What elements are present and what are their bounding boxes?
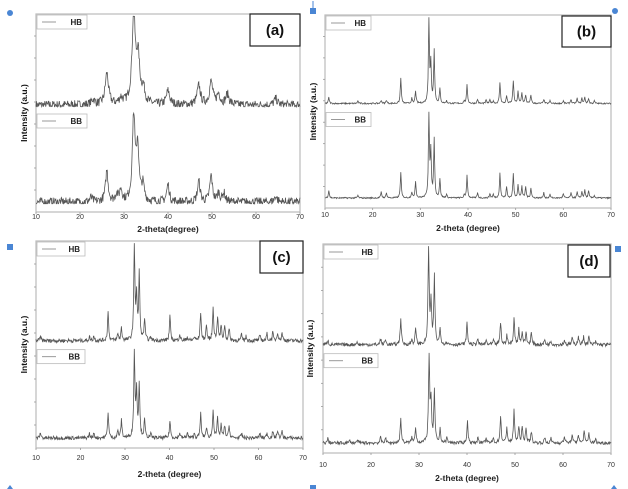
x-tick-label: 30 xyxy=(415,462,423,469)
panel-tag: (c) xyxy=(272,249,290,266)
x-tick-label: 30 xyxy=(416,212,424,219)
x-tick-label: 60 xyxy=(559,462,567,469)
panel-tag-box xyxy=(561,15,612,48)
legend-box xyxy=(325,15,372,31)
x-tick-label: 20 xyxy=(77,455,85,462)
legend-label: BB xyxy=(70,117,82,126)
y-axis-label: Intensity (a.u.) xyxy=(305,320,315,378)
x-tick-label: 40 xyxy=(166,455,174,462)
x-tick-label: 40 xyxy=(463,462,471,469)
selection-handle-icon[interactable] xyxy=(310,485,316,489)
x-tick-label: 50 xyxy=(511,462,519,469)
series-line-hb xyxy=(35,15,301,109)
x-tick-label: 60 xyxy=(559,212,567,219)
x-tick-label: 10 xyxy=(321,212,329,219)
selection-handle-icon[interactable] xyxy=(7,485,13,489)
x-tick-label: 60 xyxy=(255,455,263,462)
legend-label: HB xyxy=(68,245,80,254)
x-tick-label: 40 xyxy=(464,212,472,219)
x-tick-label: 70 xyxy=(607,462,615,469)
panel-tag: (a) xyxy=(266,22,284,39)
panel-tag: (b) xyxy=(577,24,596,41)
x-tick-label: 10 xyxy=(32,455,40,462)
x-tick-label: 70 xyxy=(607,212,615,219)
x-tick-label: 10 xyxy=(319,462,327,469)
series-line-bb xyxy=(35,348,304,441)
selection-handle-icon[interactable] xyxy=(7,244,13,250)
series-line-hb xyxy=(322,246,612,348)
x-tick-label: 20 xyxy=(369,212,377,219)
y-axis-label: Intensity (a.u.) xyxy=(19,316,29,374)
legend-box xyxy=(36,14,88,30)
x-axis-label: 2-theta (degree) xyxy=(436,223,500,233)
x-tick-label: 20 xyxy=(76,214,84,221)
legend-label: BB xyxy=(68,353,80,362)
x-tick-label: 40 xyxy=(164,214,172,221)
legend-box xyxy=(325,112,372,127)
x-tick-label: 30 xyxy=(121,455,129,462)
x-tick-label: 70 xyxy=(296,214,304,221)
legend-box xyxy=(36,349,86,365)
legend-box xyxy=(323,353,379,369)
panel-tag-box xyxy=(567,244,611,278)
selection-handle-icon[interactable] xyxy=(7,10,13,16)
panel-tag: (d) xyxy=(579,253,598,270)
legend-box xyxy=(36,241,86,257)
panel-a: 10 20 30 40 50 60 70 2-theta(degree) Intensity (… xyxy=(19,13,304,234)
x-tick-label: 70 xyxy=(299,455,307,462)
x-tick-label: 20 xyxy=(367,462,375,469)
series-line-bb xyxy=(324,111,612,200)
y-axis-label: Intensity (a.u.) xyxy=(308,83,318,141)
legend-label: BB xyxy=(361,357,373,366)
x-tick-label: 50 xyxy=(210,455,218,462)
x-axis-label: 2-theta (degree) xyxy=(435,473,499,483)
y-axis-label: Intensity (a.u.) xyxy=(19,84,29,142)
legend-box xyxy=(36,113,88,129)
selection-handle-icon[interactable] xyxy=(615,246,621,252)
panel-tag-box xyxy=(249,13,301,47)
x-axis-label: 2-theta(degree) xyxy=(137,224,199,234)
legend-label: HB xyxy=(361,248,373,257)
panel-b: 10 20 30 40 50 60 70 2-theta (degree) Intensity … xyxy=(308,14,615,233)
x-tick-label: 10 xyxy=(32,214,40,221)
legend-label: HB xyxy=(70,18,82,27)
legend-label: HB xyxy=(354,19,366,28)
legend-box xyxy=(323,244,379,260)
series-line-bb xyxy=(322,352,612,446)
x-tick-label: 50 xyxy=(512,212,520,219)
x-axis-label: 2-theta (degree) xyxy=(138,469,202,479)
x-tick-label: 30 xyxy=(120,214,128,221)
panel-d: 10 20 30 40 50 60 70 2-theta (degree) Intensity … xyxy=(305,243,615,483)
selection-handle-icon[interactable] xyxy=(612,8,618,14)
panel-tag-box xyxy=(259,240,304,274)
legend-label: BB xyxy=(354,116,366,125)
series-line-hb xyxy=(325,17,612,106)
series-line-bb xyxy=(36,111,301,206)
x-tick-label: 50 xyxy=(208,214,216,221)
x-tick-label: 60 xyxy=(252,214,260,221)
selection-handle-icon[interactable] xyxy=(310,8,316,14)
panel-c: 10 20 30 40 50 60 70 2-theta (degree) Intensity … xyxy=(19,240,307,479)
series-line-hb xyxy=(35,243,304,344)
selection-handle-icon[interactable] xyxy=(611,485,617,489)
